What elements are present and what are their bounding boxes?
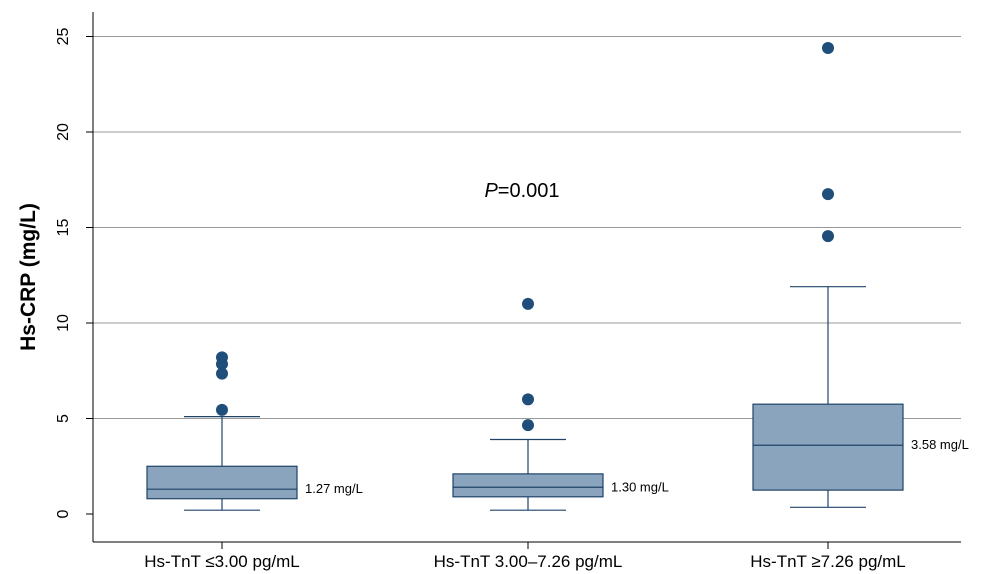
- x-category-labels: Hs-TnT ≤3.00 pg/mL Hs-TnT 3.00–7.26 pg/mL…: [144, 542, 906, 571]
- iqr-box: [752, 403, 904, 491]
- iqr-box: [452, 473, 604, 498]
- p-value-prefix: P: [484, 180, 498, 202]
- outlier-point: [216, 351, 228, 364]
- outlier-point: [216, 367, 228, 380]
- y-tick-label: 10: [55, 314, 72, 332]
- outlier-point: [822, 41, 834, 54]
- box-group: 3.58 mg/L: [752, 41, 969, 508]
- outlier-point: [522, 393, 534, 406]
- median-label: 3.58 mg/L: [911, 437, 969, 452]
- box-group: 1.27 mg/L: [146, 351, 363, 511]
- y-axis-title: Hs-CRP (mg/L): [17, 203, 40, 351]
- outlier-point: [522, 419, 534, 432]
- median-label: 1.30 mg/L: [611, 479, 669, 494]
- box-plots: 1.27 mg/L 1.30 mg/L 3.58 mg/L: [146, 41, 969, 511]
- p-value-annotation: P=0.001: [484, 180, 559, 202]
- x-category-label: Hs-TnT 3.00–7.26 pg/mL: [434, 552, 623, 571]
- y-tick-label: 0: [55, 509, 72, 518]
- y-tick-label: 15: [55, 219, 72, 237]
- outlier-point: [822, 230, 834, 243]
- x-category-label: Hs-TnT ≤3.00 pg/mL: [144, 552, 299, 571]
- iqr-box: [146, 465, 298, 500]
- outlier-point: [216, 403, 228, 416]
- median-label: 1.27 mg/L: [305, 481, 363, 496]
- outlier-point: [822, 188, 834, 201]
- outlier-point: [522, 297, 534, 310]
- y-ticks: 0 5 10 15 20 25: [55, 28, 93, 518]
- y-tick-label: 5: [55, 414, 72, 423]
- x-category-label: Hs-TnT ≥7.26 pg/mL: [750, 552, 905, 571]
- box-group: 1.30 mg/L: [452, 297, 669, 511]
- y-tick-label: 20: [55, 123, 72, 141]
- y-tick-label: 25: [55, 28, 72, 46]
- p-value-text: =0.001: [498, 180, 560, 202]
